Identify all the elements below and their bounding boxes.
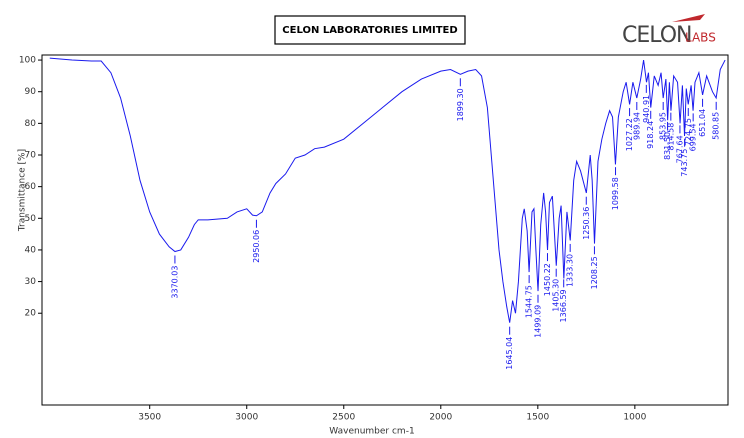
x-tick-label: 2500 [332, 413, 355, 423]
peak-label: 1099.58 [611, 177, 620, 210]
peak-label: 1899.30 [456, 88, 465, 121]
y-tick-label: 70 [25, 151, 37, 161]
peak-label: 1208.25 [590, 256, 599, 289]
y-tick-label: 100 [19, 56, 36, 66]
logo-main: CELON [622, 23, 692, 48]
y-tick-label: 20 [25, 309, 37, 319]
peak-label: 3370.03 [170, 266, 179, 299]
y-tick-label: 40 [25, 245, 37, 255]
peak-label: 1027.22 [625, 118, 634, 151]
peak-label: 918.24 [646, 121, 655, 149]
peak-label: 2950.06 [252, 230, 261, 263]
peak-label: 1405.30 [552, 279, 561, 312]
peak-label: 724.75 [684, 118, 693, 146]
x-axis-label: Wavenumber cm-1 [329, 427, 414, 437]
peak-label: 1645.04 [505, 337, 514, 370]
x-tick-label: 3000 [235, 413, 258, 423]
y-tick-label: 50 [25, 214, 37, 224]
peak-label: 989.94 [632, 112, 641, 140]
logo-mark [672, 14, 705, 22]
peak-label: 1366.59 [559, 289, 568, 322]
chart-title: CELON LABORATORIES LIMITED [282, 25, 457, 36]
peak-label: 1333.30 [566, 254, 575, 287]
peak-label: 853.95 [659, 112, 668, 140]
y-tick-label: 80 [25, 119, 37, 129]
y-axis-label: Transmittance [%] [18, 149, 28, 232]
y-tick-label: 90 [25, 87, 37, 97]
y-tick-label: 60 [25, 182, 37, 192]
peak-label: 1544.75 [525, 285, 534, 318]
title-box [274, 15, 466, 45]
logo-sub: LABS [685, 31, 716, 45]
y-tick-label: 30 [25, 277, 37, 287]
peak-label: 1499.09 [533, 305, 542, 338]
peak-label: 814.58 [666, 123, 675, 151]
peak-label: 1250.36 [582, 207, 591, 240]
peak-label: 699.54 [689, 123, 698, 151]
peak-label: 743.75 [680, 149, 689, 177]
x-tick-label: 2000 [429, 413, 452, 423]
peak-label: 1450.22 [543, 263, 552, 296]
x-tick-label: 1000 [623, 413, 646, 423]
peak-label: 651.04 [698, 109, 707, 137]
plot-frame [41, 54, 729, 406]
x-tick-label: 1500 [526, 413, 549, 423]
spectrum-line [49, 57, 726, 323]
peak-label: 940.91 [642, 95, 651, 123]
peak-label: 580.85 [712, 112, 721, 140]
peak-label: 831.50 [663, 132, 672, 160]
peak-label: 767.64 [675, 135, 684, 163]
x-tick-label: 3500 [138, 413, 161, 423]
